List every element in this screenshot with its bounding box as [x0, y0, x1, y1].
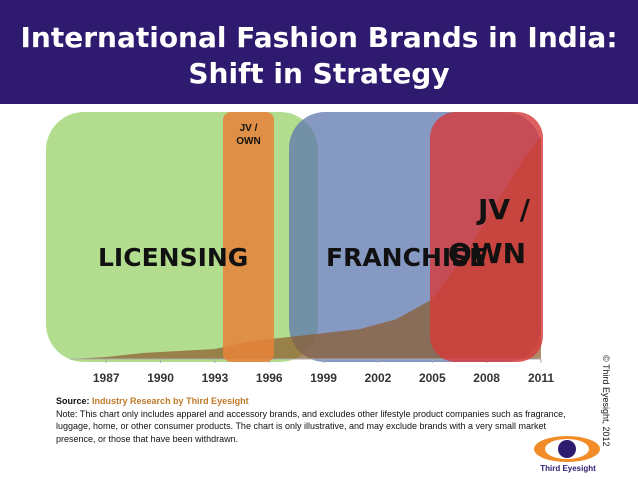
jv-own-late-line-1: JV /	[477, 193, 531, 226]
slide-title: International Fashion Brands in India: S…	[0, 20, 638, 92]
jv-own-late-label: JV / OWN	[437, 194, 537, 270]
title-line-1: International Fashion Brands in India:	[20, 21, 618, 54]
jv-own-late-phase-shape	[430, 112, 543, 362]
x-tick-label: 2005	[418, 371, 446, 385]
x-tick-label: 1987	[92, 371, 120, 385]
logo-text: Third Eyesight	[540, 464, 596, 473]
x-tick-label: 2002	[364, 371, 392, 385]
jv-own-early-label: JV / OWN	[223, 122, 274, 148]
chart-notes: Source: Industry Research by Third Eyesi…	[56, 395, 586, 445]
x-axis-tick-marks	[105, 359, 542, 363]
title-line-2: Shift in Strategy	[188, 57, 450, 90]
licensing-label: LICENSING	[98, 243, 249, 272]
source-label: Source:	[56, 396, 90, 406]
x-tick-label: 2008	[473, 371, 500, 385]
jv-own-early-line-2: OWN	[236, 136, 261, 147]
x-tick-label: 1996	[255, 371, 283, 385]
source-text: Industry Research by Third Eyesight	[92, 396, 249, 406]
x-tick-label: 1993	[201, 371, 229, 385]
x-tick-label: 1999	[310, 371, 337, 385]
eye-logo-icon	[534, 436, 600, 462]
x-tick-label: 1990	[147, 371, 174, 385]
copyright-text: © Third Eyesight, 2012	[601, 355, 611, 447]
title-banner	[0, 0, 638, 104]
x-tick-label: 2011	[527, 371, 555, 385]
franchise-label: FRANCHISE	[326, 243, 487, 272]
note-text: Note: This chart only includes apparel a…	[56, 408, 566, 444]
jv-own-early-line-1: JV /	[239, 123, 258, 134]
jv-own-early-phase-shape	[223, 112, 274, 362]
jv-own-late-line-2: OWN	[447, 237, 527, 270]
source-line: Source: Industry Research by Third Eyesi…	[56, 395, 586, 408]
